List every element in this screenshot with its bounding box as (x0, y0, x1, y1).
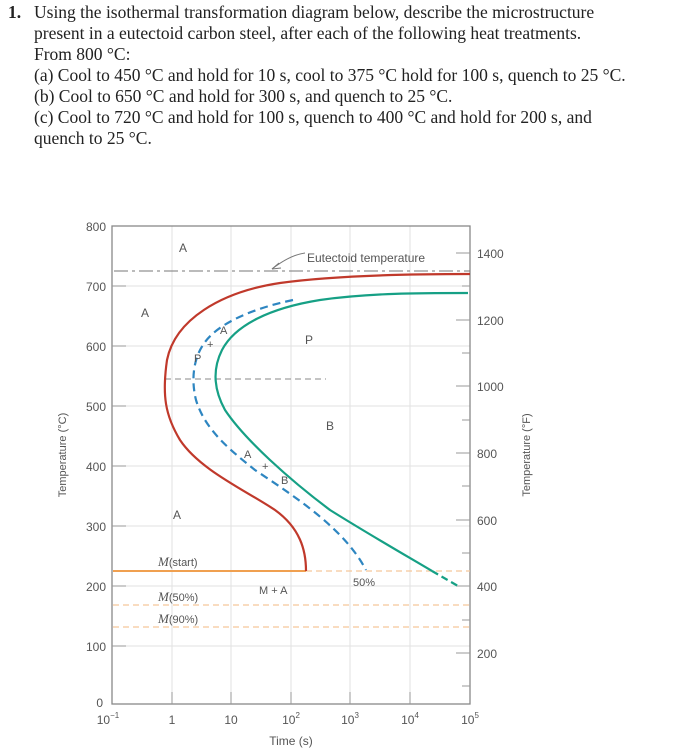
tick-0: 0 (96, 696, 103, 710)
region-pearlite: P (305, 333, 313, 347)
question-line: Using the isothermal transformation diag… (34, 2, 595, 22)
question-text: Using the isothermal transformation diag… (34, 2, 668, 149)
eutectoid-arrow (271, 252, 306, 270)
treatment-a: (a) Cool to 450 °C and hold for 10 s, co… (34, 65, 626, 85)
svg-text:400: 400 (477, 580, 497, 594)
x-tick-labels: 10−1 1 10 102 103 104 105 (97, 711, 480, 727)
region-austenite-top: A (179, 241, 187, 255)
svg-text:104: 104 (401, 711, 419, 727)
svg-text:P: P (194, 353, 201, 365)
svg-text:1: 1 (169, 713, 176, 727)
svg-text:800: 800 (477, 447, 497, 461)
fifty-percent-curve (192, 298, 367, 571)
tick-700: 700 (86, 280, 106, 294)
fifty-percent-label: 50% (353, 577, 375, 589)
svg-text:102: 102 (282, 711, 300, 727)
tick-400: 400 (86, 460, 106, 474)
finish-curve-extrapolated (431, 570, 459, 587)
svg-text:A: A (244, 449, 252, 461)
svg-text:+: + (262, 461, 268, 473)
svg-text:M(50%): M(50%) (157, 589, 198, 604)
treatment-c: (c) Cool to 720 °C and hold for 100 s, q… (34, 107, 592, 127)
svg-text:M(90%): M(90%) (157, 611, 198, 626)
tick-800: 800 (86, 220, 106, 234)
svg-text:M(start): M(start) (157, 554, 198, 569)
tick-300: 300 (86, 520, 106, 534)
x-axis-label: Time (s) (269, 734, 313, 748)
region-austenite-left: A (141, 306, 149, 320)
tick-200: 200 (86, 580, 106, 594)
svg-text:B: B (281, 475, 288, 487)
region-austenite-lower: A (173, 508, 181, 522)
p-plus-a-label: P + A (194, 325, 228, 365)
a-plus-b-label: A + B (244, 449, 288, 487)
svg-text:103: 103 (341, 711, 359, 727)
region-m-plus-a: M + A (259, 585, 288, 597)
right-tick-labels: 1400 1200 1000 800 600 400 200 (477, 247, 504, 661)
transformation-finish-curve (214, 291, 469, 572)
tick-600: 600 (86, 340, 106, 354)
svg-text:10: 10 (224, 713, 238, 727)
svg-text:10−1: 10−1 (97, 711, 120, 727)
region-labels: A A P B A M + A 50% (141, 241, 375, 597)
eutectoid-label: Eutectoid temperature (307, 251, 425, 265)
svg-text:1400: 1400 (477, 247, 504, 261)
question-line: From 800 °C: (34, 44, 131, 64)
svg-text:A: A (220, 325, 228, 337)
question-number: 1. (8, 2, 22, 22)
right-axis-label: Temperature (°F) (521, 413, 533, 496)
tick-100: 100 (86, 640, 106, 654)
treatment-c-cont: quench to 25 °C. (34, 128, 152, 148)
svg-text:600: 600 (477, 514, 497, 528)
svg-text:+: + (207, 339, 213, 351)
question-block: 1. Using the isothermal transformation d… (8, 2, 668, 149)
left-tick-labels: 800 700 600 500 400 300 200 100 0 (86, 220, 106, 710)
treatment-b: (b) Cool to 650 °C and hold for 300 s, a… (34, 86, 453, 106)
grid (112, 226, 470, 704)
martensite-labels: M(start) M(50%) M(90%) (157, 554, 198, 626)
tick-500: 500 (86, 400, 106, 414)
question-line: present in a eutectoid carbon steel, aft… (34, 23, 582, 43)
left-axis-label: Temperature (°C) (57, 413, 69, 497)
svg-text:1200: 1200 (477, 314, 504, 328)
svg-text:1000: 1000 (477, 380, 504, 394)
transformation-start-curve (163, 272, 471, 572)
region-bainite: B (326, 419, 334, 433)
svg-text:200: 200 (477, 647, 497, 661)
svg-text:105: 105 (461, 711, 479, 727)
